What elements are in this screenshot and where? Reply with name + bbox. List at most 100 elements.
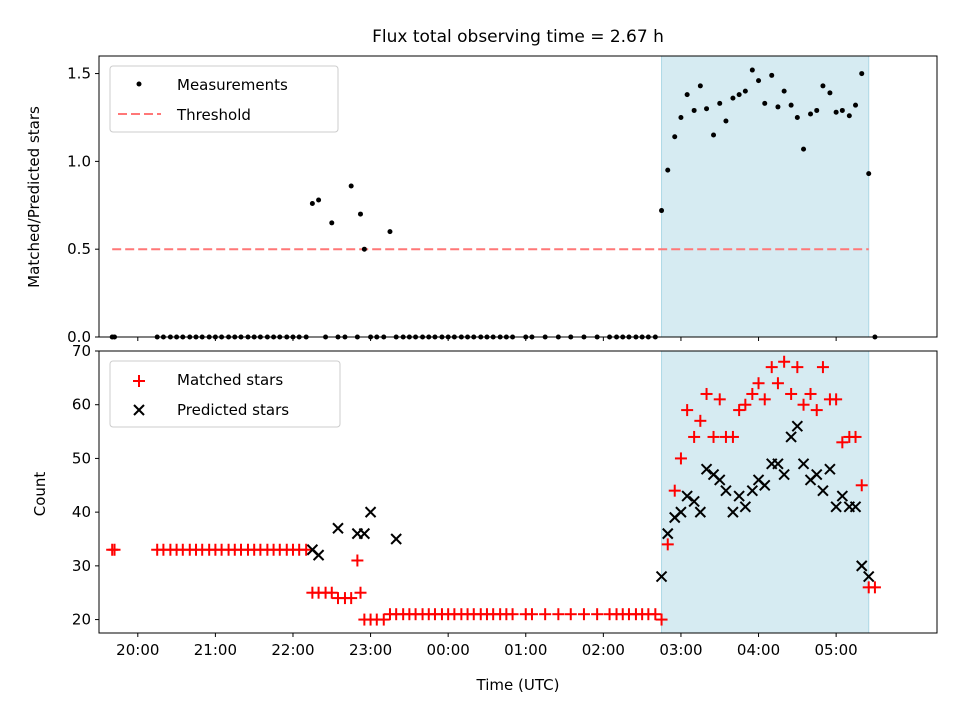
matched-star-point: [797, 398, 810, 411]
predicted-star-point: [824, 463, 836, 475]
measurement-point: [853, 102, 859, 108]
predicted-star-point: [681, 490, 693, 502]
measurement-point: [742, 88, 748, 94]
measurement-point: [723, 118, 729, 124]
matched-star-point: [791, 361, 804, 374]
predicted-star-point: [830, 501, 842, 513]
predicted-star-point: [759, 479, 771, 491]
matched-star-point: [785, 387, 798, 400]
top-axes-frame: [98, 55, 938, 338]
matched-star-point: [804, 387, 817, 400]
predicted-star-point: [332, 522, 344, 534]
matched-star-point: [746, 387, 759, 400]
x-tick-label: 04:00: [737, 641, 780, 659]
measurement-point: [781, 88, 787, 94]
predicted-star-point: [772, 458, 784, 470]
measurement-point: [769, 72, 775, 78]
matched-star-point: [325, 586, 338, 599]
predicted-star-point: [817, 484, 829, 497]
bottom-axes-frame: [98, 350, 938, 634]
matched-star-point: [765, 361, 778, 374]
matched-star-point: [525, 608, 538, 621]
threshold-legend-label: Threshold: [176, 106, 251, 124]
predicted-star-point: [811, 468, 823, 481]
matched-star-point: [739, 398, 752, 411]
predicted-star-point: [746, 484, 759, 497]
bottom-y-tick-label: 60: [72, 396, 91, 414]
top-legend-box: [109, 65, 339, 133]
measurement-point: [665, 167, 671, 173]
predicted-star-point: [688, 495, 700, 508]
predicted-star-point: [863, 570, 875, 583]
measurement-point: [672, 134, 678, 140]
measurement-point: [866, 171, 872, 177]
matched-star-point: [726, 430, 739, 443]
measurement-point: [846, 113, 852, 119]
predicted-star-point: [694, 506, 707, 518]
matched-star-point: [345, 592, 358, 605]
matched-legend-marker: [133, 375, 145, 387]
measurement-point: [697, 83, 703, 89]
matched-star-point: [552, 608, 565, 621]
matched-star-point: [300, 543, 313, 556]
bottom-y-tick-label: 20: [72, 611, 91, 629]
x-tick-label: 00:00: [427, 641, 470, 659]
matched-star-point: [564, 608, 577, 621]
x-tick-label: 21:00: [194, 641, 237, 659]
bottom-y-tick-label: 70: [72, 342, 91, 360]
bottom-legend-box: [109, 360, 341, 428]
measurement-point: [704, 106, 710, 112]
x-tick-label: 20:00: [116, 641, 159, 659]
matched-star-point: [539, 608, 552, 621]
bottom-y-tick-label: 30: [72, 557, 91, 575]
measurement-point: [309, 201, 315, 207]
measurement-point: [730, 95, 736, 101]
bottom-y-tick-label: 50: [72, 449, 91, 467]
bottom-y-axis-label: Count: [31, 472, 49, 517]
matched-star-point: [868, 581, 881, 594]
measurement-point: [316, 197, 322, 203]
measurement-point: [711, 132, 717, 138]
x-tick-label: 01:00: [504, 641, 547, 659]
top-observing-band: [661, 55, 870, 338]
predicted-star-point: [714, 474, 726, 486]
top-y-tick-label: 0.5: [67, 240, 91, 258]
predicted-star-point: [655, 570, 668, 583]
x-tick-label: 02:00: [582, 641, 625, 659]
measurement-point: [756, 78, 762, 84]
matched-star-point: [733, 404, 746, 417]
top-x-axis-ticks: [137, 337, 837, 341]
x-tick-label: 23:00: [349, 641, 392, 659]
measurement-point: [794, 114, 800, 120]
matched-star-point: [707, 430, 720, 443]
x-axis-label: Time (UTC): [476, 676, 560, 694]
matched-star-point: [694, 414, 707, 427]
top-y-tick-label: 1.0: [67, 152, 91, 170]
measurement-point: [801, 146, 807, 152]
predicted-star-point: [662, 527, 674, 540]
predicted-star-point: [849, 501, 862, 513]
bottom-x-axis-ticks: 20:00 21:00 22:00 23:00 00:00 01:00 02:00 03:00…: [116, 633, 858, 659]
matched-star-point: [649, 608, 662, 621]
x-tick-label: 05:00: [815, 641, 858, 659]
x-tick-label: 03:00: [659, 641, 702, 659]
top-panel: 0.0 0.5 1.0 1.5 Matched/Predicted stars Mea…: [25, 55, 938, 346]
predicted-star-point: [720, 484, 732, 497]
predicted-star-point: [836, 490, 849, 502]
measurement-point: [788, 102, 794, 108]
bottom-y-axis-ticks: 20 30 40 50 60 70: [72, 342, 99, 629]
measurement-point: [329, 220, 335, 226]
matched-star-point: [713, 393, 726, 406]
measurement-legend-label: Measurements: [177, 76, 288, 94]
matched-star-point: [836, 436, 849, 449]
predicted-star-point: [358, 527, 371, 540]
measurement-point: [691, 107, 697, 113]
x-tick-label: 22:00: [271, 641, 314, 659]
matched-star-point: [506, 608, 519, 621]
top-y-axis-label: Matched/Predicted stars: [25, 106, 43, 288]
matched-star-point: [681, 404, 694, 417]
bottom-panel: 20 30 40 50 60 70 20:00 21:00 22:00 23:00 00:00 01…: [31, 342, 938, 694]
predicted-star-point: [675, 506, 687, 518]
matched-star-point: [674, 452, 687, 465]
